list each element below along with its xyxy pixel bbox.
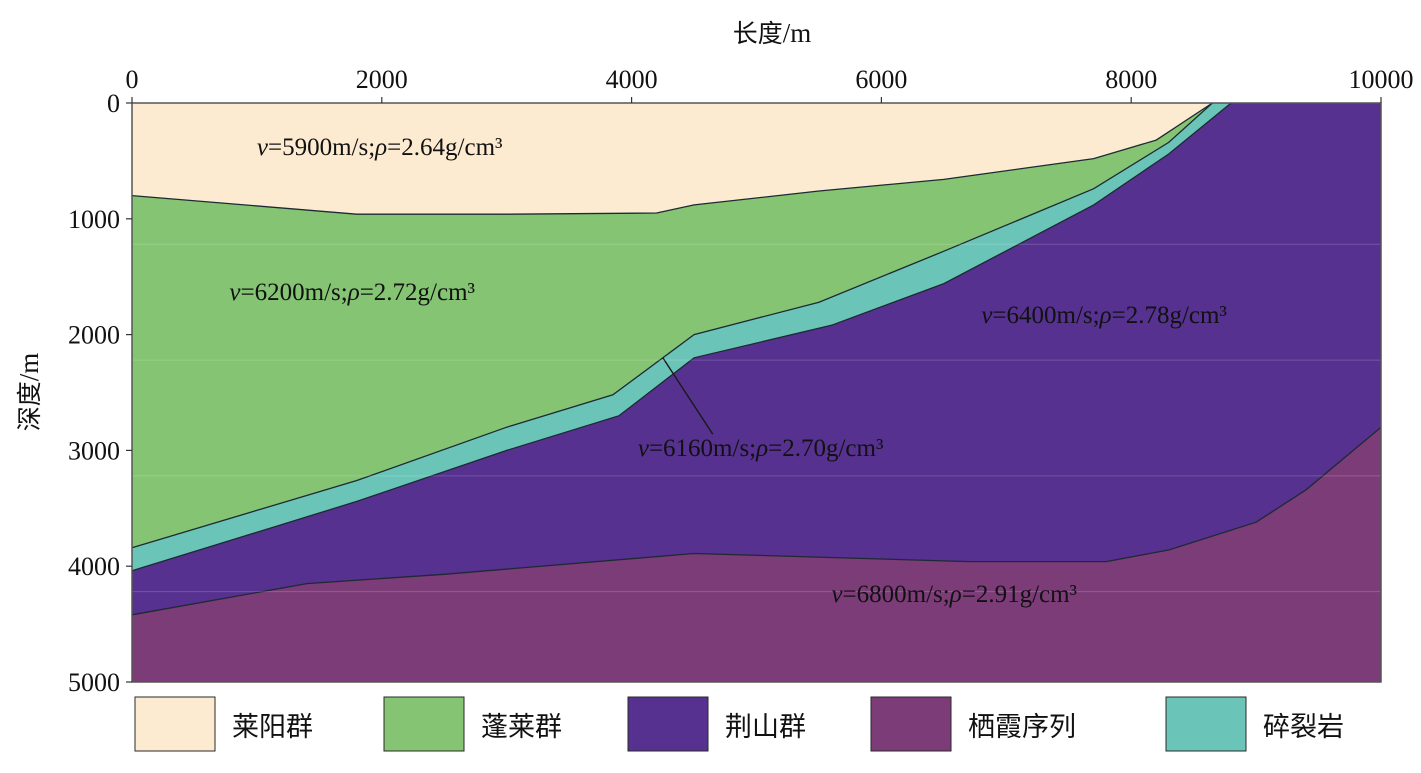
legend-label: 荆山群	[725, 712, 806, 743]
legend: 莱阳群 蓬莱群 荆山群 栖霞序列 碎裂岩	[134, 696, 1344, 752]
legend-item-jingshan: 荆山群	[627, 696, 806, 752]
x-tick-label: 8000	[1105, 65, 1157, 94]
x-tick-label: 0	[126, 65, 139, 94]
x-tick-label: 4000	[606, 65, 658, 94]
boundary-penglai	[131, 102, 1213, 549]
layer-label-penglai: v=6200m/s;ρ=2.72g/cm³	[229, 279, 475, 306]
layer-boundaries	[131, 102, 1382, 616]
layer-laiyang	[132, 103, 1381, 215]
x-tick-label: 2000	[356, 65, 408, 94]
x-axis-title: 长度/m	[733, 18, 812, 48]
legend-label: 栖霞序列	[968, 712, 1076, 743]
layer-polygons	[132, 103, 1381, 682]
layer-label-cataclasite: v=6160m/s;ρ=2.70g/cm³	[638, 435, 884, 462]
legend-item-penglai: 蓬莱群	[383, 696, 562, 752]
y-axis-title: 深度/m	[14, 353, 44, 432]
y-tick-label: 0	[107, 89, 120, 118]
layer-label-jingshan: v=6400m/s;ρ=2.78g/cm³	[981, 302, 1227, 329]
layer-cataclasite	[132, 103, 1232, 571]
y-tick-label: 3000	[68, 436, 120, 465]
legend-swatch	[870, 696, 952, 752]
faint-gridlines	[132, 243, 1381, 593]
legend-label: 蓬莱群	[481, 712, 562, 743]
layer-jingshan-fill	[132, 103, 1381, 615]
legend-swatch	[627, 696, 709, 752]
legend-item-laiyang: 莱阳群	[134, 696, 313, 752]
y-tick-label: 4000	[68, 552, 120, 581]
legend-swatch	[1165, 696, 1247, 752]
y-tick-label: 2000	[68, 321, 120, 350]
legend-item-cataclasite: 碎裂岩	[1165, 696, 1344, 752]
layer-label-qixia: v=6800m/s;ρ=2.91g/cm³	[831, 581, 1077, 608]
boundary-laiyang	[131, 102, 1213, 215]
layer-qixia-fill	[132, 427, 1381, 682]
y-tick-label: 1000	[68, 205, 120, 234]
legend-label: 莱阳群	[232, 712, 313, 743]
legend-label: 碎裂岩	[1263, 712, 1344, 743]
label-pointer-line	[662, 357, 714, 435]
layer-penglai	[132, 103, 1213, 548]
plot-frame	[131, 102, 1382, 683]
legend-item-qixia: 栖霞序列	[870, 696, 1076, 752]
legend-swatch	[134, 696, 216, 752]
layer-label-laiyang: v=5900m/s;ρ=2.64g/cm³	[257, 134, 503, 161]
y-axis-ticks: 0 1000 2000 3000 4000 5000	[68, 89, 132, 697]
legend-swatch	[383, 696, 465, 752]
boundary-cataclasite	[131, 102, 1232, 572]
boundary-jingshan	[131, 426, 1382, 616]
x-tick-label: 10000	[1349, 65, 1414, 94]
layer-labels: v=5900m/s;ρ=2.64g/cm³ v=6200m/s;ρ=2.72g/c…	[229, 134, 1227, 608]
x-axis-ticks: 0 2000 4000 6000 8000 10000	[126, 65, 1414, 103]
y-tick-label: 5000	[68, 668, 120, 697]
x-tick-label: 6000	[855, 65, 907, 94]
